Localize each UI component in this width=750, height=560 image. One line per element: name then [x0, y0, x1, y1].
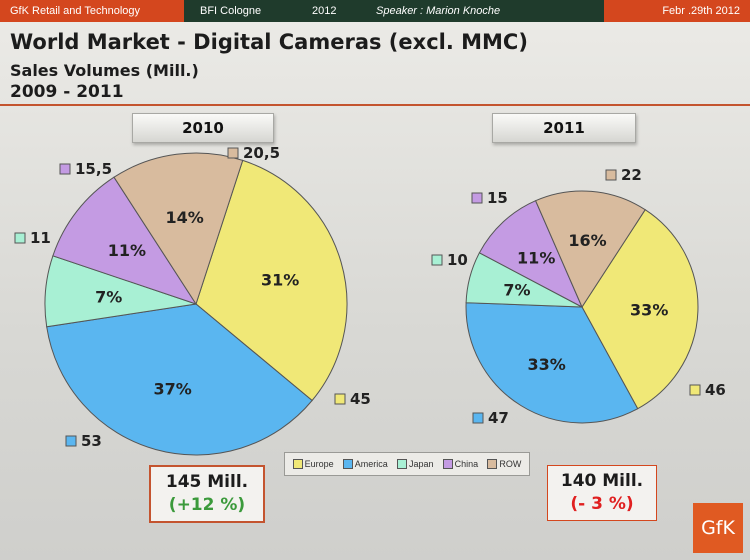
- legend-item-china: China: [442, 459, 479, 469]
- chart-legend: Europe America Japan China ROW: [284, 452, 530, 476]
- value-swatch-2011-row: [605, 169, 617, 181]
- total-value-2010: 145 Mill.: [165, 472, 249, 492]
- legend-label-america: America: [354, 459, 388, 469]
- pct-label-2010-china: 11%: [108, 241, 146, 260]
- pct-label-2011-america: 33%: [527, 355, 565, 374]
- value-label-2011-row: 22: [621, 166, 642, 184]
- value-swatch-2011-china: [471, 192, 483, 204]
- total-box-2010: 145 Mill. (+12 %): [149, 465, 265, 523]
- value-label-2011-china: 15: [487, 189, 508, 207]
- total-change-2011: (- 3 %): [570, 494, 634, 514]
- value-swatch-2011-europe: [689, 384, 701, 396]
- value-label-2010-china: 15,5: [75, 160, 112, 178]
- legend-item-japan: Japan: [396, 459, 434, 469]
- header-date: Febr .29th 2012: [604, 0, 750, 22]
- header-brand: GfK Retail and Technology: [0, 0, 184, 22]
- slide-header-bar: GfK Retail and Technology BFI Cologne 20…: [0, 0, 750, 22]
- pie-slice-2011-row: [534, 190, 646, 309]
- value-label-2011-japan: 10: [447, 251, 468, 269]
- value-swatch-2010-china: [59, 163, 71, 175]
- pie-slice-2011-china: [478, 200, 584, 309]
- gfk-logo: GfK: [693, 503, 743, 553]
- value-swatch-2010-row: [227, 147, 239, 159]
- value-label-2011-america: 47: [488, 409, 509, 427]
- value-swatch-2010-japan: [14, 232, 26, 244]
- legend-item-america: America: [342, 459, 388, 469]
- value-label-2010-america: 53: [81, 432, 102, 450]
- pct-label-2011-row: 16%: [568, 231, 606, 250]
- value-label-2010-europe: 45: [350, 390, 371, 408]
- pct-label-2010-row: 14%: [165, 208, 203, 227]
- title-divider: [0, 104, 750, 106]
- pct-label-2011-europe: 33%: [630, 301, 668, 320]
- pie-slice-2011-america: [465, 302, 639, 424]
- legend-item-row: ROW: [487, 459, 521, 469]
- pct-label-2011-china: 11%: [517, 249, 555, 268]
- legend-label-china: China: [454, 459, 479, 469]
- value-swatch-2011-america: [472, 412, 484, 424]
- year-tab-2010: 2010: [132, 113, 274, 143]
- pie-slice-2010-china: [52, 176, 198, 305]
- pct-label-2010-japan: 7%: [95, 287, 122, 306]
- legend-swatch-europe: [292, 459, 303, 469]
- legend-label-row: ROW: [499, 459, 522, 469]
- header-event-info: BFI Cologne 2012 Speaker : Marion Knoche: [184, 0, 604, 22]
- pie-slice-2010-europe: [195, 159, 348, 402]
- value-swatch-2011-japan: [431, 254, 443, 266]
- pct-label-2011-japan: 7%: [503, 281, 530, 300]
- pct-label-2010-america: 37%: [153, 379, 191, 398]
- value-label-2010-japan: 11: [30, 229, 51, 247]
- header-year: 2012: [312, 5, 337, 17]
- legend-swatch-japan: [396, 459, 407, 469]
- pie-slice-2010-america: [46, 303, 313, 456]
- total-box-2011: 140 Mill. (- 3 %): [547, 465, 657, 521]
- legend-item-europe: Europe: [292, 459, 334, 469]
- value-swatch-2010-europe: [334, 393, 346, 405]
- year-tab-2011: 2011: [492, 113, 636, 143]
- legend-label-europe: Europe: [304, 459, 334, 469]
- pct-label-2010-europe: 31%: [261, 271, 299, 290]
- legend-swatch-america: [342, 459, 353, 469]
- value-label-2010-row: 20,5: [243, 144, 280, 162]
- chart-title: World Market - Digital Cameras (excl. MM…: [10, 30, 528, 54]
- legend-swatch-china: [442, 459, 453, 469]
- legend-swatch-row: [487, 459, 498, 469]
- total-value-2011: 140 Mill.: [560, 471, 644, 491]
- header-speaker: Speaker : Marion Knoche: [376, 5, 501, 17]
- legend-label-japan: Japan: [408, 459, 434, 469]
- value-swatch-2010-america: [65, 435, 77, 447]
- value-label-2011-europe: 46: [705, 381, 726, 399]
- header-event: BFI Cologne: [200, 5, 262, 17]
- chart-subtitle: Sales Volumes (Mill.): [10, 61, 199, 80]
- total-change-2010: (+12 %): [168, 495, 246, 515]
- chart-period: 2009 - 2011: [10, 82, 124, 102]
